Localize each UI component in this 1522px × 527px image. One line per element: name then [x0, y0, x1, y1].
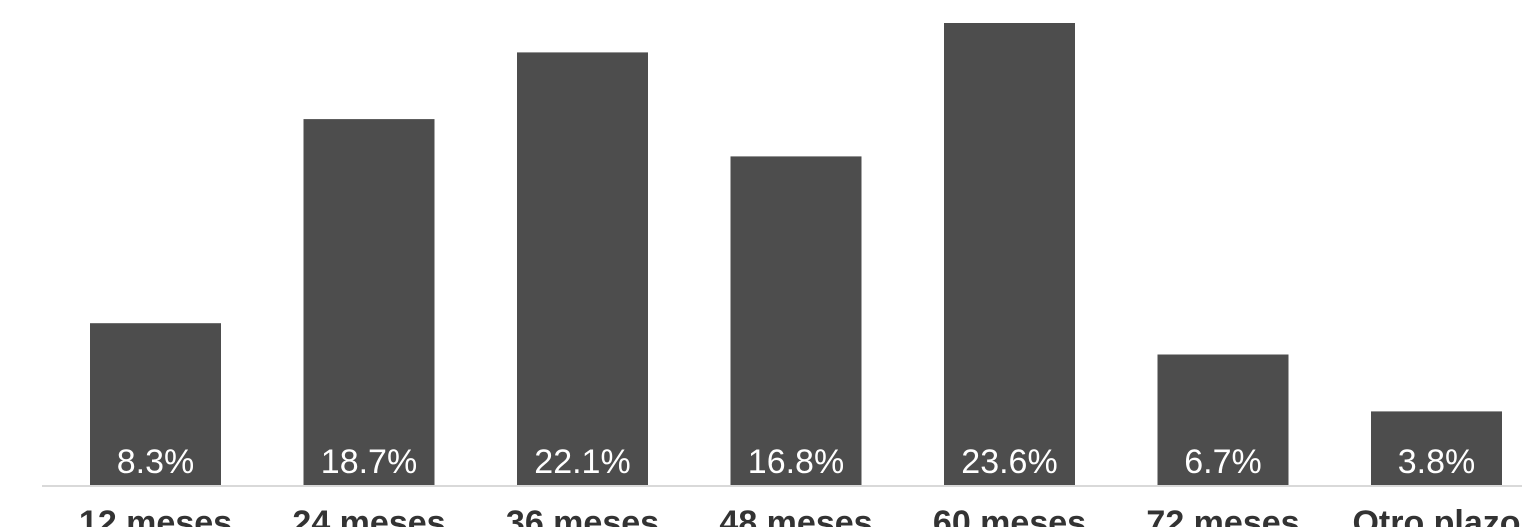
bar-0 — [90, 323, 221, 486]
category-label-2: 36 meses — [506, 504, 659, 527]
bar-4 — [944, 23, 1075, 486]
category-label-6: Otro plazo — [1352, 504, 1520, 527]
data-label-2: 22.1% — [534, 443, 630, 481]
category-labels-group: 12 meses 24 meses 36 meses 48 meses 60 meses… — [79, 504, 1521, 527]
bar-5 — [1157, 354, 1289, 486]
bar-6 — [1371, 411, 1502, 486]
data-label-3: 16.8% — [748, 443, 844, 481]
data-label-6: 3.8% — [1398, 443, 1476, 481]
data-label-1: 18.7% — [321, 443, 417, 481]
category-label-3: 48 meses — [719, 504, 872, 527]
category-label-1: 24 meses — [292, 504, 445, 527]
data-labels-group: 8.3% 18.7% 22.1% 16.8% 23.6% 6.7% 3.8% — [117, 443, 1476, 481]
bar-1 — [303, 119, 435, 486]
data-label-5: 6.7% — [1184, 443, 1262, 481]
bar-3 — [730, 156, 862, 486]
bar-2 — [517, 52, 648, 487]
category-label-0: 12 meses — [79, 504, 232, 527]
bars-group — [90, 23, 1502, 487]
category-label-4: 60 meses — [933, 504, 1086, 527]
data-label-0: 8.3% — [117, 443, 195, 481]
category-label-5: 72 meses — [1146, 504, 1299, 527]
data-label-4: 23.6% — [961, 443, 1057, 481]
